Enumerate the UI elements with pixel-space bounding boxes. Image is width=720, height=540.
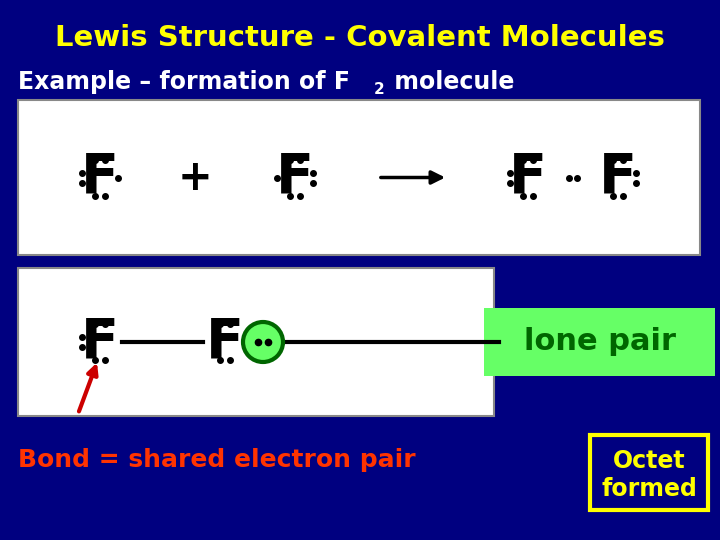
Bar <box>484 308 715 376</box>
Text: F: F <box>206 315 244 369</box>
Text: Bond = shared electron pair: Bond = shared electron pair <box>18 448 415 472</box>
Text: F: F <box>81 151 119 205</box>
Bar <box>18 100 700 255</box>
Bar <box>590 435 708 510</box>
Text: Example – formation of F: Example – formation of F <box>18 70 350 94</box>
Text: F: F <box>599 151 637 205</box>
Text: lone pair: lone pair <box>523 327 675 356</box>
Text: F: F <box>81 315 119 369</box>
Text: Lewis Structure - Covalent Molecules: Lewis Structure - Covalent Molecules <box>55 24 665 52</box>
Text: Octet: Octet <box>613 449 685 473</box>
Text: F: F <box>276 151 314 205</box>
Circle shape <box>243 322 283 362</box>
Text: F: F <box>509 151 547 205</box>
Text: +: + <box>178 157 212 199</box>
Bar <box>18 268 494 416</box>
Text: 2: 2 <box>374 82 384 97</box>
Text: formed: formed <box>601 477 697 501</box>
Text: molecule: molecule <box>386 70 514 94</box>
